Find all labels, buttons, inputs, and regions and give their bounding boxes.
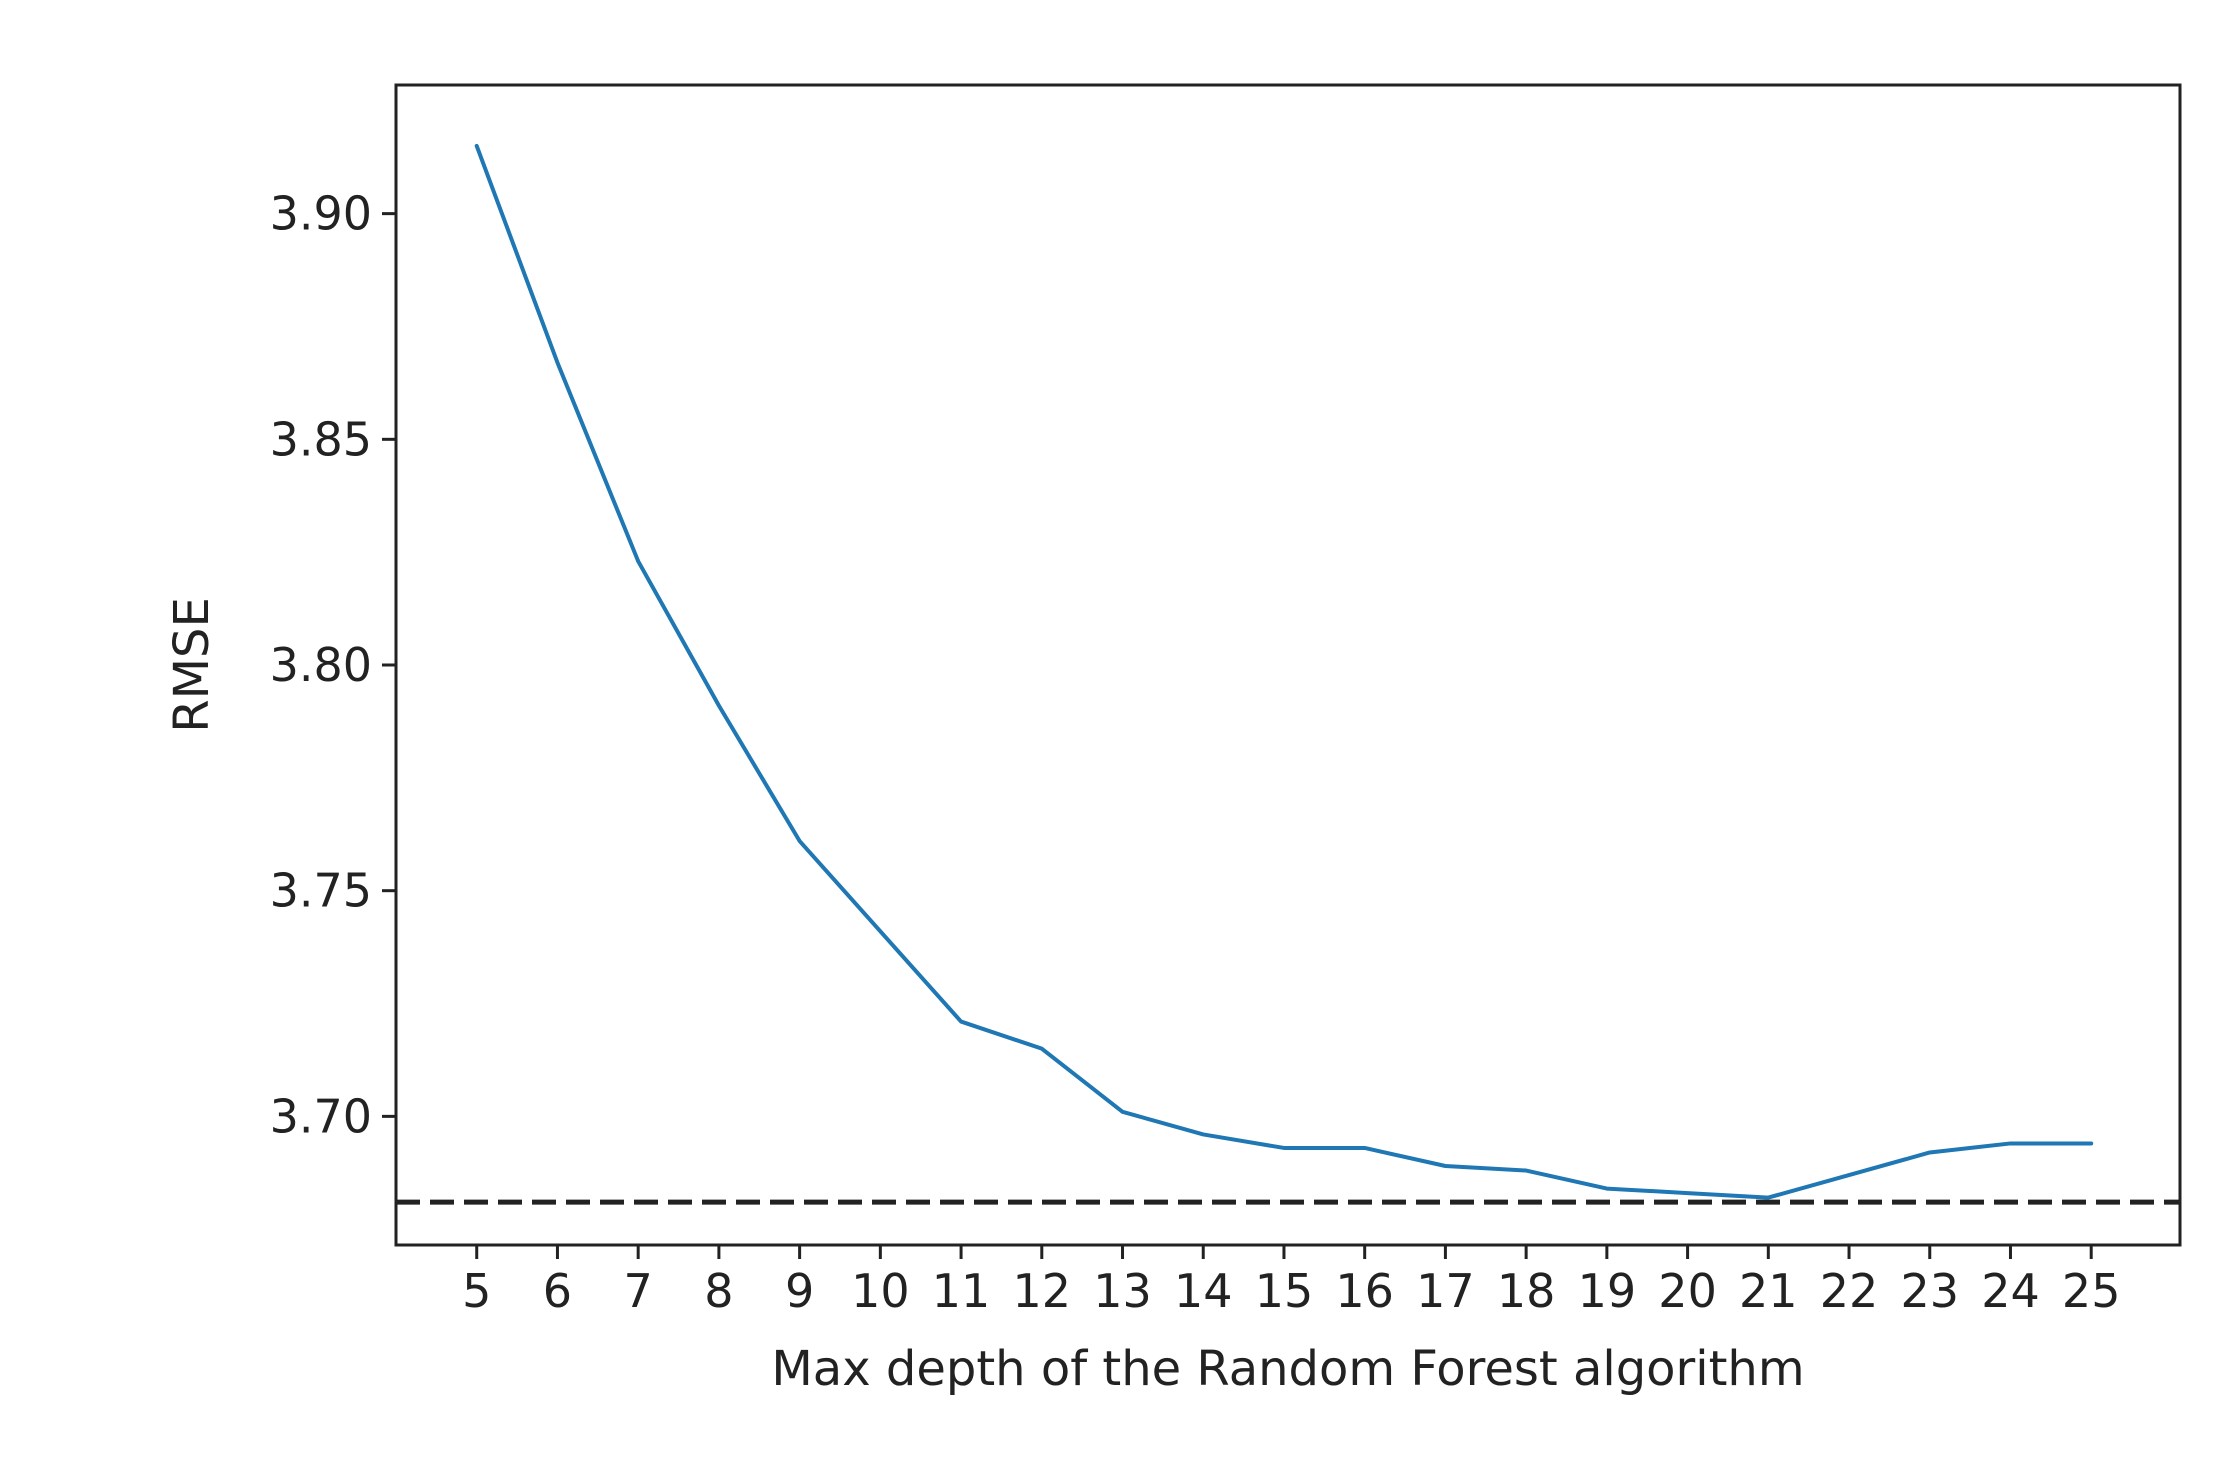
x-tick-label: 20 (1658, 1264, 1717, 1318)
x-tick-label: 22 (1820, 1264, 1879, 1318)
y-tick-label: 3.75 (270, 864, 372, 918)
x-axis-label: Max depth of the Random Forest algorithm (771, 1341, 1804, 1397)
x-tick-label: 8 (704, 1264, 733, 1318)
y-tick-label: 3.85 (270, 412, 372, 466)
x-tick-label: 9 (785, 1264, 814, 1318)
x-tick-label: 21 (1739, 1264, 1798, 1318)
x-tick-label: 18 (1497, 1264, 1556, 1318)
y-tick-label: 3.90 (270, 187, 372, 241)
y-axis-ticks: 3.70 3.75 3.80 3.85 3.90 (270, 187, 396, 1143)
x-tick-label: 19 (1578, 1264, 1637, 1318)
x-tick-label: 17 (1416, 1264, 1475, 1318)
x-tick-label: 24 (1981, 1264, 2040, 1318)
x-tick-label: 13 (1093, 1264, 1152, 1318)
x-tick-label: 6 (543, 1264, 572, 1318)
x-tick-label: 23 (1900, 1264, 1959, 1318)
y-tick-label: 3.80 (270, 638, 372, 692)
y-tick-label: 3.70 (270, 1089, 372, 1143)
series-line-1 (474, 143, 2094, 1200)
series-layer (474, 143, 2094, 1200)
x-tick-label: 15 (1255, 1264, 1314, 1318)
x-tick-label: 10 (851, 1264, 910, 1318)
x-tick-label: 11 (932, 1264, 991, 1318)
y-axis-label: RMSE (164, 597, 220, 733)
x-tick-label: 12 (1013, 1264, 1072, 1318)
x-tick-label: 5 (462, 1264, 491, 1318)
x-tick-label: 25 (2062, 1264, 2121, 1318)
x-tick-label: 16 (1335, 1264, 1394, 1318)
x-axis-ticks: 5 6 7 8 9 10 11 12 13 14 15 16 17 18 19 20 21 22 23 24 25 (462, 1245, 2120, 1318)
x-tick-label: 7 (624, 1264, 653, 1318)
x-tick-label: 14 (1174, 1264, 1233, 1318)
